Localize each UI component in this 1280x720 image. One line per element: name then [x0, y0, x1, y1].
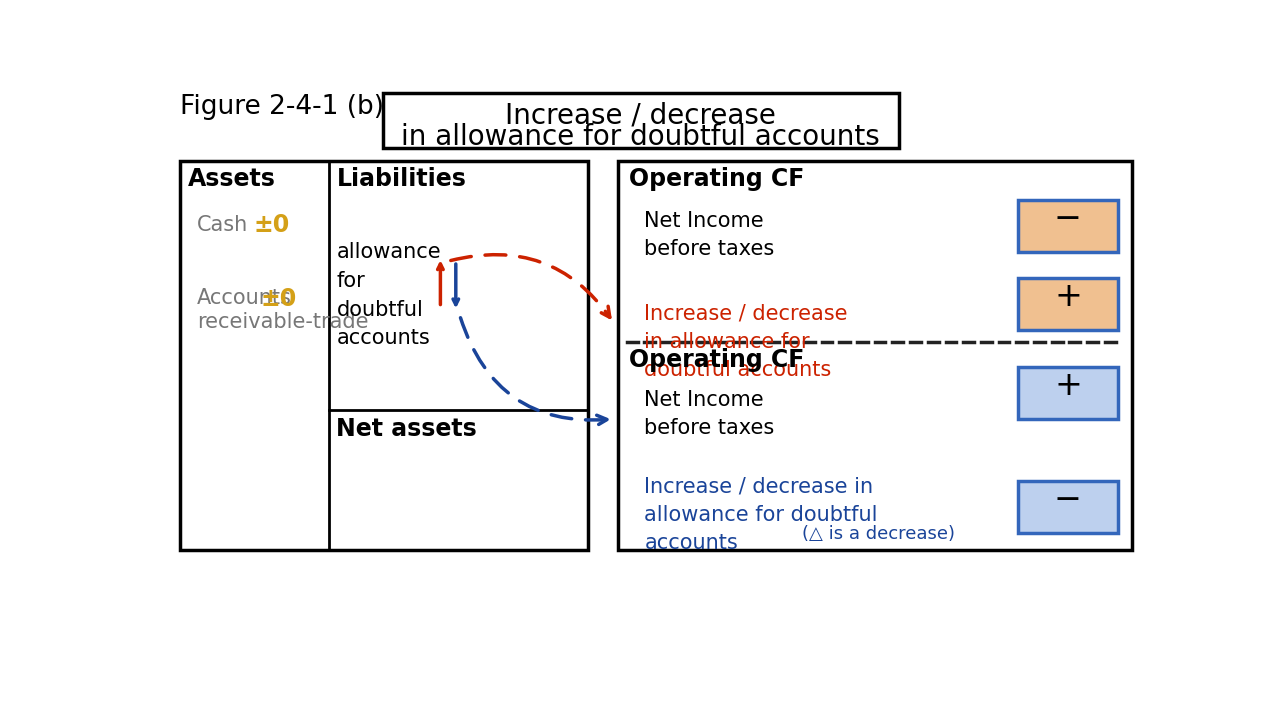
Text: allowance
for
doubtful
accounts: allowance for doubtful accounts: [337, 242, 442, 348]
Text: −: −: [1053, 482, 1082, 516]
Text: +: +: [1053, 280, 1082, 313]
Text: ±0: ±0: [261, 287, 297, 310]
Text: Assets: Assets: [188, 167, 275, 192]
Bar: [383, 93, 899, 148]
FancyArrowPatch shape: [461, 318, 607, 426]
Text: Net assets: Net assets: [337, 418, 477, 441]
Text: Increase / decrease
in allowance for
doubtful accounts: Increase / decrease in allowance for dou…: [644, 304, 847, 379]
Text: Accounts: Accounts: [197, 288, 292, 308]
Bar: [617, 161, 1132, 550]
Bar: [1018, 366, 1117, 419]
Text: −: −: [1053, 202, 1082, 235]
Text: ±0: ±0: [253, 213, 289, 238]
Text: Figure 2-4-1 (b): Figure 2-4-1 (b): [180, 94, 384, 120]
Text: Operating CF: Operating CF: [628, 348, 804, 372]
Bar: [180, 161, 589, 550]
Text: Operating CF: Operating CF: [628, 167, 804, 192]
FancyArrowPatch shape: [451, 255, 609, 318]
Text: Increase / decrease: Increase / decrease: [506, 102, 776, 130]
Text: Cash: Cash: [197, 215, 248, 235]
Text: +: +: [1053, 369, 1082, 402]
Bar: [1018, 481, 1117, 533]
Text: in allowance for doubtful accounts: in allowance for doubtful accounts: [401, 123, 879, 151]
Text: Increase / decrease in
allowance for doubtful
accounts: Increase / decrease in allowance for dou…: [644, 477, 878, 553]
Bar: [1018, 199, 1117, 252]
Text: Net Income
before taxes: Net Income before taxes: [644, 211, 774, 259]
Text: Net Income
before taxes: Net Income before taxes: [644, 390, 774, 438]
Text: (△ is a decrease): (△ is a decrease): [803, 526, 955, 544]
Text: receivable-trade: receivable-trade: [197, 312, 369, 332]
Bar: [1018, 278, 1117, 330]
Text: Liabilities: Liabilities: [337, 167, 466, 192]
